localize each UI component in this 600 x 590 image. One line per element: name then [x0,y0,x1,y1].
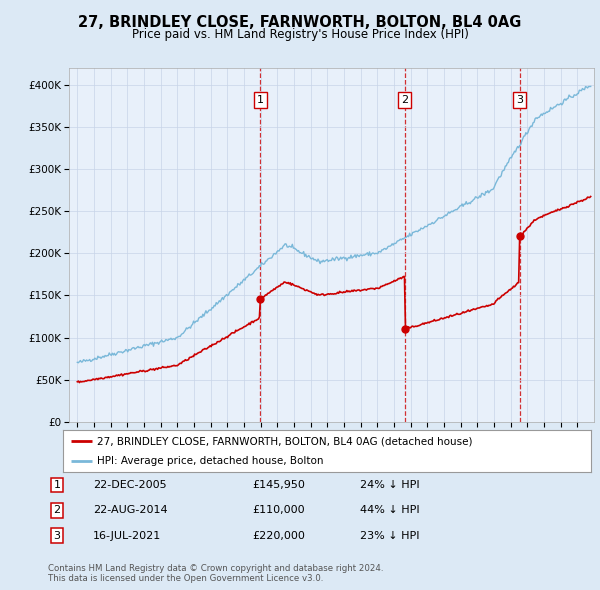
Text: Price paid vs. HM Land Registry's House Price Index (HPI): Price paid vs. HM Land Registry's House … [131,28,469,41]
Text: HPI: Average price, detached house, Bolton: HPI: Average price, detached house, Bolt… [97,457,324,466]
Text: 22-AUG-2014: 22-AUG-2014 [93,506,167,515]
Text: 2: 2 [401,95,408,104]
Text: £145,950: £145,950 [252,480,305,490]
Text: £110,000: £110,000 [252,506,305,515]
Text: 27, BRINDLEY CLOSE, FARNWORTH, BOLTON, BL4 0AG: 27, BRINDLEY CLOSE, FARNWORTH, BOLTON, B… [79,15,521,30]
Text: 27, BRINDLEY CLOSE, FARNWORTH, BOLTON, BL4 0AG (detached house): 27, BRINDLEY CLOSE, FARNWORTH, BOLTON, B… [97,437,473,447]
Text: 23% ↓ HPI: 23% ↓ HPI [360,531,419,540]
Text: Contains HM Land Registry data © Crown copyright and database right 2024.
This d: Contains HM Land Registry data © Crown c… [48,563,383,583]
Text: 24% ↓ HPI: 24% ↓ HPI [360,480,419,490]
Text: 3: 3 [516,95,523,104]
Text: 44% ↓ HPI: 44% ↓ HPI [360,506,419,515]
Text: 1: 1 [53,480,61,490]
Text: 3: 3 [53,531,61,540]
Text: 2: 2 [53,506,61,515]
Text: 16-JUL-2021: 16-JUL-2021 [93,531,161,540]
Text: 22-DEC-2005: 22-DEC-2005 [93,480,167,490]
Text: 1: 1 [257,95,263,104]
Text: £220,000: £220,000 [252,531,305,540]
